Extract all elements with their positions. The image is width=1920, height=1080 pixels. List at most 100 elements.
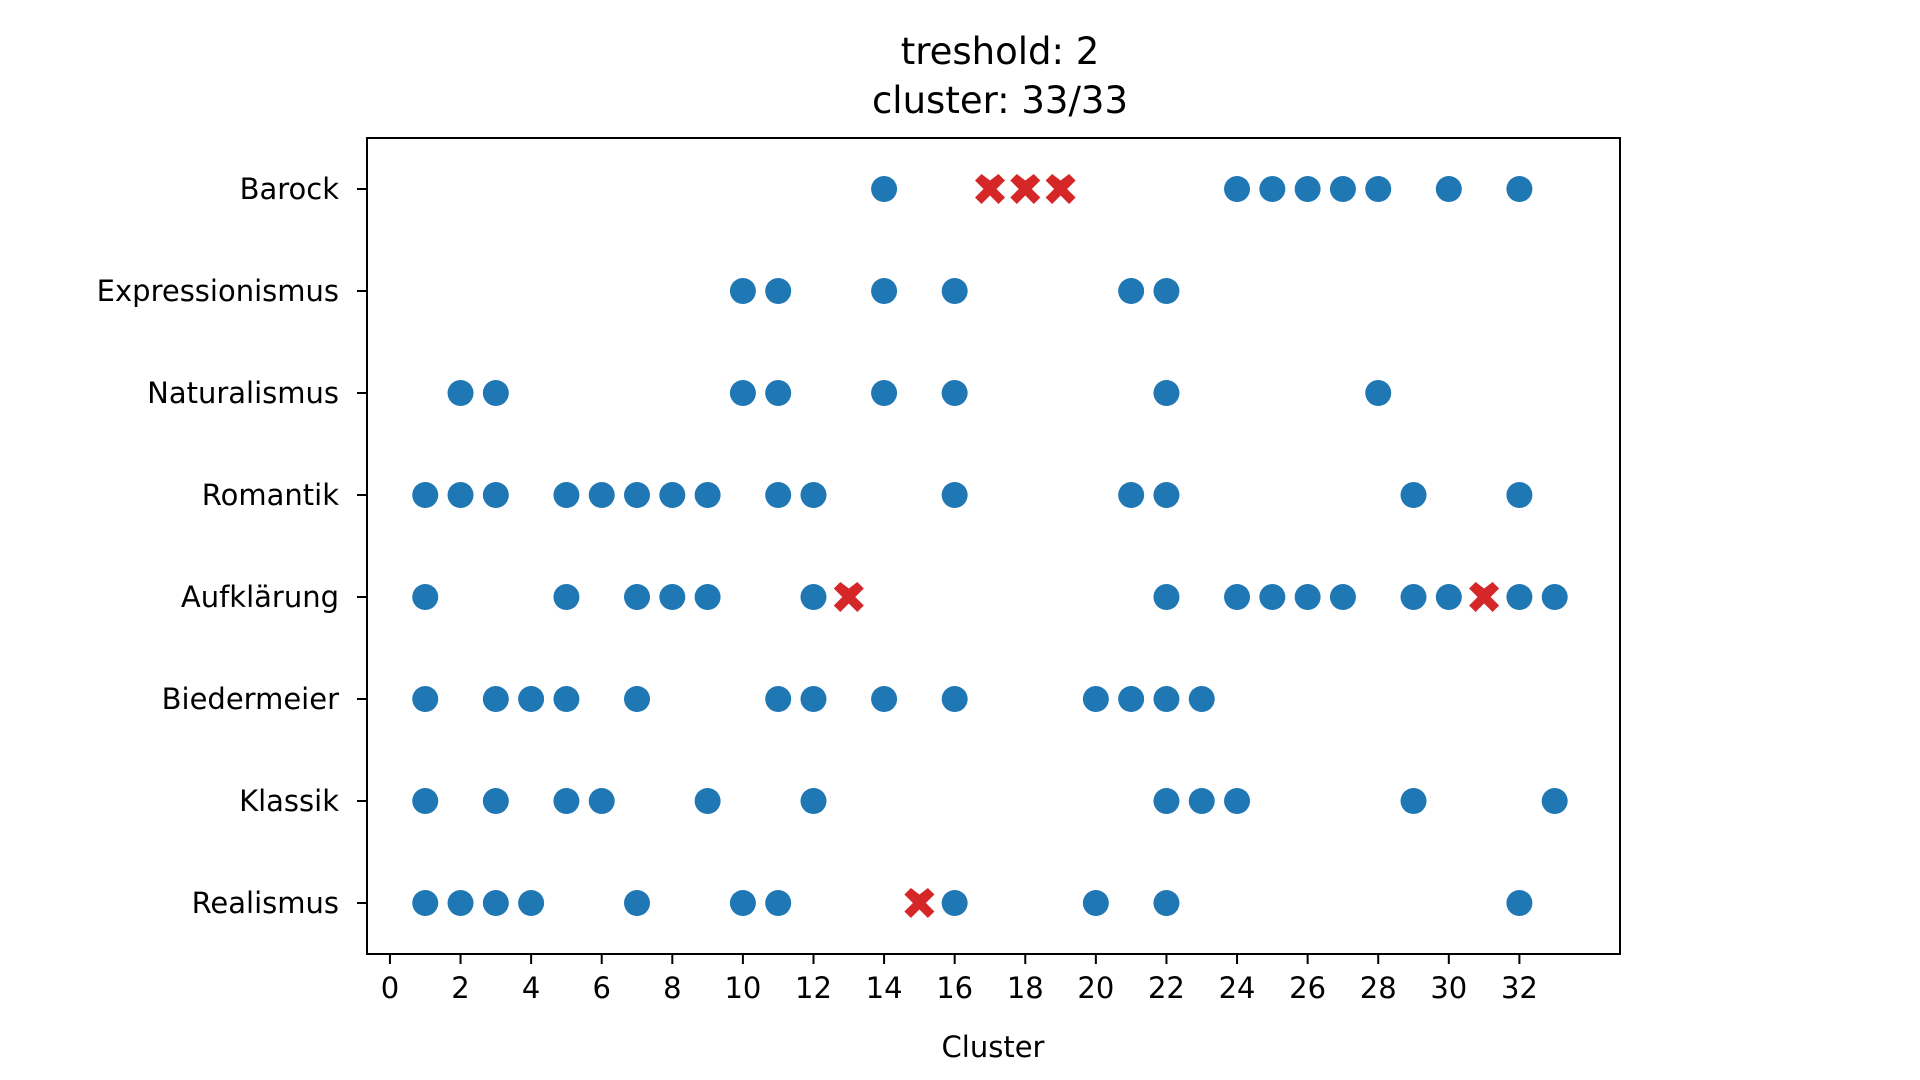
chart-title-line-1: treshold: 2 xyxy=(901,30,1100,73)
cross-marker xyxy=(975,174,1005,204)
data-point xyxy=(1541,584,1568,610)
data-point xyxy=(871,176,898,202)
data-point xyxy=(765,380,792,406)
data-point xyxy=(624,890,651,916)
data-point xyxy=(659,584,686,610)
x-tick-label: 10 xyxy=(724,971,761,1005)
data-point xyxy=(941,686,968,712)
y-axis: Barock Expressionismus Naturalismus Romanti… xyxy=(97,172,367,920)
data-point xyxy=(447,482,474,508)
x-axis: 0 2 4 6 8 10 12 14 16 18 20 22 24 26 28 30 32 xyxy=(381,954,1538,1005)
data-point xyxy=(1329,176,1356,202)
x-tick-label: 6 xyxy=(592,971,610,1005)
data-point xyxy=(941,380,968,406)
x-tick-label: 8 xyxy=(663,971,681,1005)
data-point xyxy=(1224,176,1251,202)
data-point xyxy=(871,278,898,304)
x-tick-label: 12 xyxy=(795,971,832,1005)
chart-title-line-2: cluster: 33/33 xyxy=(872,79,1128,122)
x-tick-label: 28 xyxy=(1360,971,1397,1005)
x-tick-label: 20 xyxy=(1077,971,1114,1005)
x-tick-label: 14 xyxy=(866,971,903,1005)
data-point xyxy=(624,584,651,610)
data-point xyxy=(765,890,792,916)
cross-marker xyxy=(1045,174,1076,204)
data-point xyxy=(1224,788,1251,814)
data-point xyxy=(765,278,792,304)
y-tick-label: Romantik xyxy=(202,478,339,512)
y-tick-label: Biedermeier xyxy=(162,682,339,716)
cross-marker xyxy=(833,582,864,612)
data-point xyxy=(1541,788,1568,814)
data-point xyxy=(941,278,968,304)
data-point xyxy=(412,482,439,508)
data-point xyxy=(1435,584,1462,610)
data-point xyxy=(1329,584,1356,610)
data-point xyxy=(553,686,580,712)
data-point xyxy=(412,788,439,814)
cross-marker xyxy=(1469,582,1500,612)
data-point xyxy=(482,482,509,508)
data-point xyxy=(694,788,721,814)
data-point xyxy=(694,584,721,610)
data-point xyxy=(1506,890,1533,916)
data-point xyxy=(1188,788,1215,814)
data-point xyxy=(729,380,756,406)
data-point xyxy=(447,890,474,916)
data-point xyxy=(518,890,545,916)
y-tick-label: Klassik xyxy=(239,784,339,818)
x-tick-label: 18 xyxy=(1007,971,1044,1005)
data-point xyxy=(1400,584,1427,610)
y-tick-label: Realismus xyxy=(192,886,339,920)
data-point xyxy=(553,482,580,508)
x-tick-label: 0 xyxy=(381,971,399,1005)
x-tick-label: 26 xyxy=(1289,971,1326,1005)
data-point xyxy=(1294,176,1321,202)
data-point xyxy=(1082,890,1109,916)
data-point xyxy=(1259,176,1286,202)
data-point xyxy=(1400,788,1427,814)
cross-marker xyxy=(904,888,935,918)
data-point xyxy=(871,686,898,712)
data-point xyxy=(482,380,509,406)
data-point xyxy=(1506,176,1533,202)
data-point xyxy=(1294,584,1321,610)
data-point xyxy=(659,482,686,508)
data-point xyxy=(1118,686,1145,712)
plot-area xyxy=(366,137,1621,955)
data-point xyxy=(765,482,792,508)
data-point xyxy=(1153,788,1180,814)
data-point xyxy=(1153,278,1180,304)
data-point xyxy=(1153,584,1180,610)
data-point xyxy=(1365,176,1392,202)
data-point xyxy=(1435,176,1462,202)
x-tick-label: 24 xyxy=(1219,971,1256,1005)
data-point xyxy=(1506,482,1533,508)
data-point xyxy=(694,482,721,508)
data-point xyxy=(588,788,615,814)
x-tick-label: 16 xyxy=(936,971,973,1005)
data-point xyxy=(1400,482,1427,508)
data-point xyxy=(1153,686,1180,712)
data-point xyxy=(624,482,651,508)
y-tick-label: Aufklärung xyxy=(181,580,339,614)
data-point xyxy=(729,278,756,304)
data-point xyxy=(941,890,968,916)
data-point xyxy=(941,482,968,508)
data-point xyxy=(518,686,545,712)
y-tick-label: Naturalismus xyxy=(147,376,339,410)
data-point xyxy=(1188,686,1215,712)
data-point xyxy=(482,788,509,814)
data-point xyxy=(1118,278,1145,304)
data-point xyxy=(1118,482,1145,508)
data-point xyxy=(871,380,898,406)
y-tick-label: Barock xyxy=(240,172,340,206)
data-point xyxy=(800,788,827,814)
data-point xyxy=(553,584,580,610)
data-point xyxy=(800,584,827,610)
y-tick-label: Expressionismus xyxy=(97,274,339,308)
x-tick-label: 2 xyxy=(451,971,469,1005)
x-tick-label: 32 xyxy=(1501,971,1538,1005)
data-point xyxy=(1506,584,1533,610)
